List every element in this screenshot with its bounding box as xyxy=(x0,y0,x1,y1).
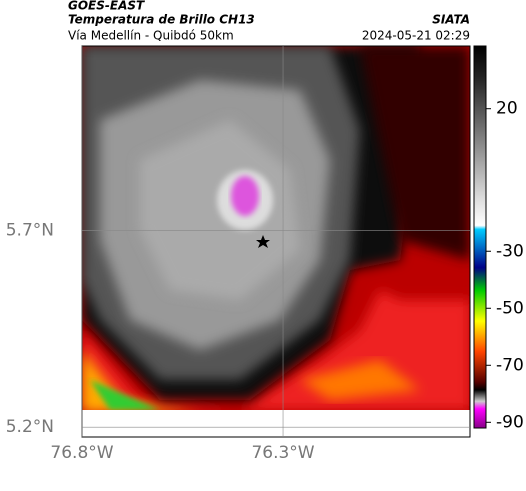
station-marker xyxy=(256,235,270,248)
colorbar-tick-label: -50 xyxy=(496,298,524,318)
x-tick-label: 76.8°W xyxy=(50,443,113,463)
x-tick-label: 76.3°W xyxy=(251,443,314,463)
colorbar-tick-label: -70 xyxy=(496,355,524,375)
colorbar-tick-label: -90 xyxy=(496,412,524,432)
route: Vía Medellín - Quibdó 50km xyxy=(68,29,234,43)
datetime: 2024-05-21 02:29 xyxy=(362,29,470,43)
y-tick-label: 5.2°N xyxy=(6,417,54,437)
subtitle: Temperatura de Brillo CH13 xyxy=(68,13,255,27)
y-tick-label: 5.7°N xyxy=(6,221,54,241)
colorbar-tick-label: 20 xyxy=(496,99,518,119)
title: GOES-EAST xyxy=(68,0,145,13)
colorbar xyxy=(473,45,487,429)
colorbar-tick-label: -30 xyxy=(496,241,524,261)
margin xyxy=(82,410,470,437)
satellite-image xyxy=(82,46,470,410)
source: SIATA xyxy=(432,13,470,27)
